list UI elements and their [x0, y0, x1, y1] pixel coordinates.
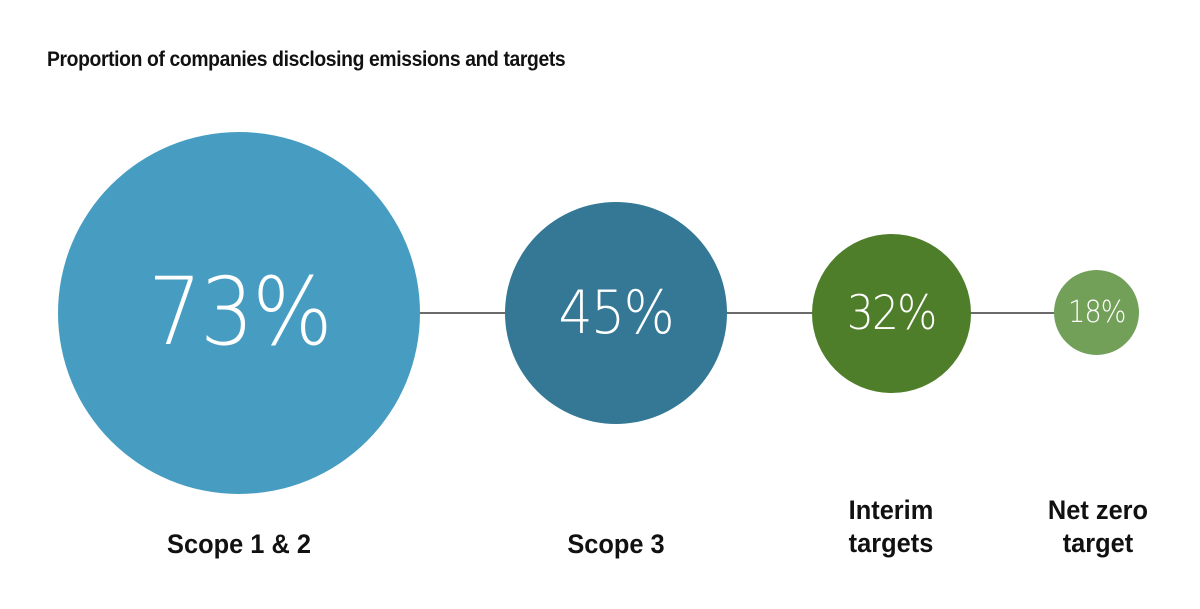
bubble-value: 32% — [847, 286, 937, 341]
label-line: Scope 1 & 2 — [167, 529, 311, 559]
label-line: targets — [848, 528, 934, 558]
bubble-value: 73% — [147, 258, 332, 367]
category-label-interim-targets: Interim targets — [849, 494, 934, 560]
category-label-scope-1-2: Scope 1 & 2 — [167, 528, 311, 561]
bubble-value: 18% — [1067, 294, 1126, 330]
category-label-scope-3: Scope 3 — [567, 528, 664, 561]
bubble-value: 45% — [558, 278, 675, 348]
bubble-interim-targets: 32% — [812, 234, 971, 393]
label-line: target — [1062, 528, 1134, 558]
label-line: Interim — [848, 495, 934, 525]
chart-title: Proportion of companies disclosing emiss… — [47, 48, 566, 71]
category-label-net-zero-target: Net zero target — [1048, 494, 1148, 560]
bubble-scope-1-2: 73% — [58, 132, 420, 494]
bubble-net-zero-target: 18% — [1054, 270, 1139, 355]
label-line: Scope 3 — [567, 529, 665, 559]
bubble-scope-3: 45% — [505, 202, 727, 424]
label-line: Net zero — [1047, 495, 1149, 525]
